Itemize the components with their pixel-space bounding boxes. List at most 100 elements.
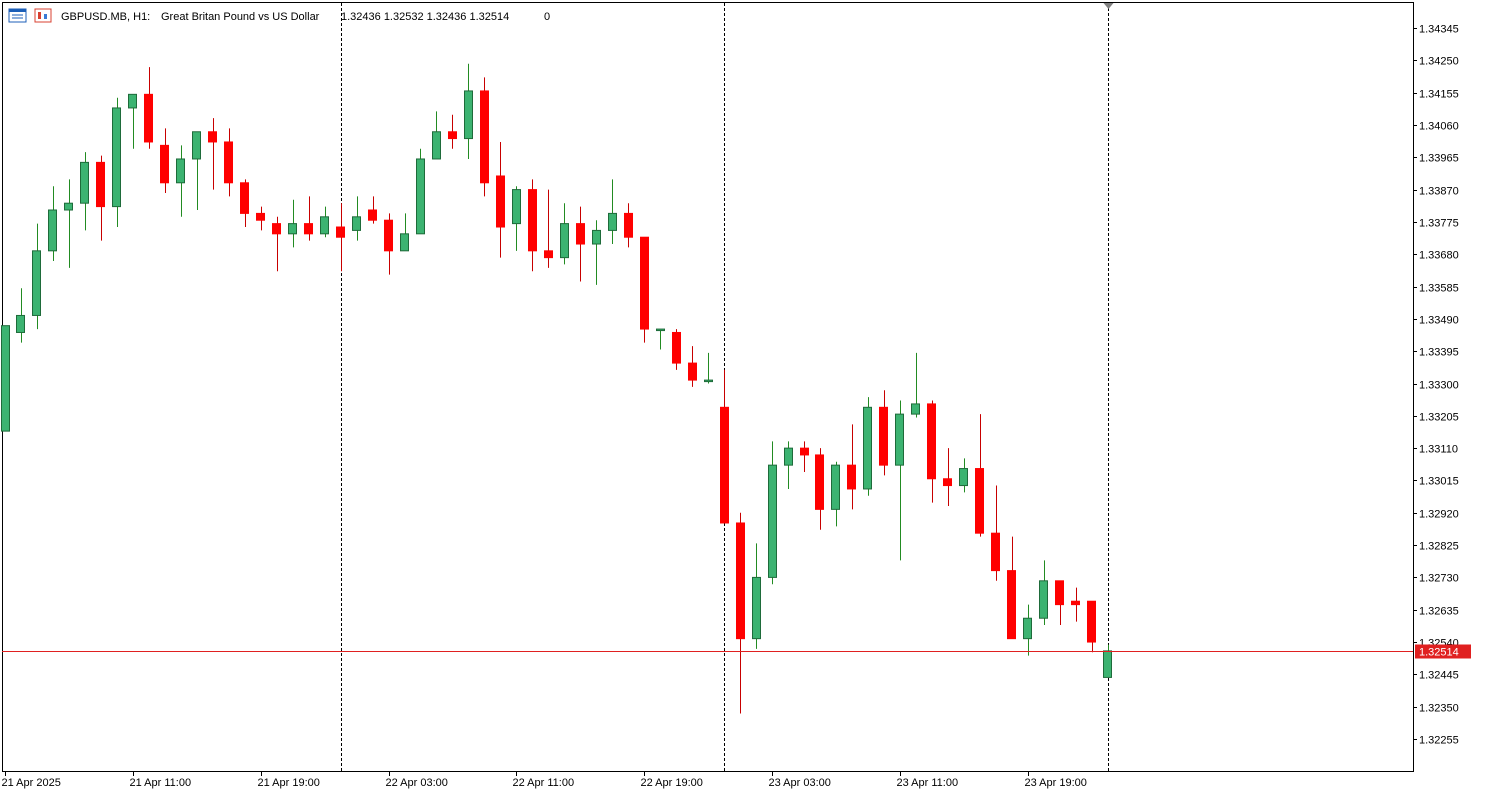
candle-body [672, 331, 681, 364]
chart-type-icon[interactable] [34, 8, 52, 23]
candle[interactable] [432, 111, 441, 160]
candle[interactable] [592, 220, 601, 285]
candle[interactable] [1103, 644, 1112, 678]
candle[interactable] [176, 145, 185, 217]
candle-body [752, 576, 761, 640]
candle[interactable] [144, 67, 153, 149]
candle[interactable] [1, 325, 10, 432]
candle-body [704, 379, 713, 383]
candle-body [608, 212, 617, 231]
candle[interactable] [64, 179, 73, 268]
candle-body [48, 209, 57, 252]
candle[interactable] [96, 155, 105, 241]
candle[interactable] [991, 485, 1000, 581]
candle[interactable] [895, 400, 904, 561]
candle[interactable] [863, 397, 872, 496]
candle[interactable] [32, 223, 41, 330]
candle[interactable] [336, 203, 345, 272]
candle-body [96, 161, 105, 208]
candle-body [160, 144, 169, 184]
candle-body [592, 229, 601, 245]
candle[interactable] [352, 196, 361, 241]
candle-body [400, 233, 409, 252]
candle[interactable] [1055, 580, 1064, 626]
candle[interactable] [768, 441, 777, 585]
candle[interactable] [304, 196, 313, 241]
candle-body [304, 223, 313, 235]
candle[interactable] [544, 189, 553, 268]
candle[interactable] [160, 128, 169, 193]
candle[interactable] [528, 179, 537, 272]
window-list-icon[interactable] [8, 8, 27, 23]
candle[interactable] [943, 448, 952, 506]
candle[interactable] [959, 458, 968, 493]
candle[interactable] [224, 128, 233, 197]
candle[interactable] [368, 196, 377, 224]
candle[interactable] [192, 131, 201, 211]
candle[interactable] [815, 448, 824, 530]
candle[interactable] [752, 543, 761, 649]
candle[interactable] [128, 93, 137, 149]
candle[interactable] [80, 152, 89, 231]
x-tick-label: 22 Apr 11:00 [513, 777, 575, 789]
candle[interactable] [624, 203, 633, 248]
candle[interactable] [1071, 587, 1080, 622]
y-tick-label: 1.34155 [1419, 89, 1459, 101]
candle[interactable] [640, 236, 649, 343]
candle[interactable] [208, 118, 217, 190]
y-tick-label: 1.33775 [1419, 218, 1459, 230]
candle[interactable] [879, 390, 888, 476]
chart-volume: 0 [544, 11, 550, 23]
candle[interactable] [688, 346, 697, 387]
candle[interactable] [16, 288, 25, 343]
candle-body [1039, 580, 1048, 619]
candle[interactable] [831, 461, 840, 527]
candle-body [1087, 600, 1096, 643]
x-tick-label: 23 Apr 19:00 [1025, 777, 1087, 789]
candle[interactable] [800, 441, 809, 472]
candle[interactable] [927, 400, 936, 503]
candle[interactable] [736, 512, 745, 714]
candle[interactable] [975, 414, 984, 537]
candle[interactable] [320, 206, 329, 238]
candle[interactable] [384, 213, 393, 275]
shift-marker-icon[interactable] [1103, 3, 1114, 9]
candle[interactable] [272, 216, 281, 272]
candle[interactable] [847, 424, 856, 510]
candle[interactable] [480, 77, 489, 197]
y-tick-label: 1.33015 [1419, 476, 1459, 488]
candle[interactable] [464, 63, 473, 159]
candle[interactable] [240, 179, 249, 228]
candle-body [432, 131, 441, 160]
candle[interactable] [656, 328, 665, 350]
candle-body [656, 328, 665, 332]
x-tick-label: 21 Apr 19:00 [258, 777, 320, 789]
candle[interactable] [1007, 536, 1016, 640]
candle[interactable] [48, 186, 57, 262]
candle[interactable] [672, 329, 681, 370]
candle[interactable] [1023, 604, 1032, 656]
candle[interactable] [112, 97, 121, 228]
candle[interactable] [911, 352, 920, 418]
candle-body [560, 223, 569, 259]
candle[interactable] [1087, 600, 1096, 653]
candle[interactable] [560, 203, 569, 265]
candle[interactable] [448, 114, 457, 149]
candle-body [416, 158, 425, 235]
chart-header: GBPUSD.MB, H1: Great Britan Pound vs US … [8, 8, 550, 23]
candle[interactable] [608, 179, 617, 245]
candle[interactable] [400, 213, 409, 252]
candle-body [815, 454, 824, 510]
candle[interactable] [784, 441, 793, 489]
candle[interactable] [256, 206, 265, 231]
candle[interactable] [704, 352, 713, 384]
candle[interactable] [576, 206, 585, 282]
candle[interactable] [1039, 560, 1048, 626]
candle[interactable] [512, 186, 521, 251]
candle[interactable] [496, 141, 505, 258]
candle[interactable] [720, 369, 729, 524]
candle[interactable] [416, 148, 425, 235]
candle[interactable] [288, 199, 297, 248]
